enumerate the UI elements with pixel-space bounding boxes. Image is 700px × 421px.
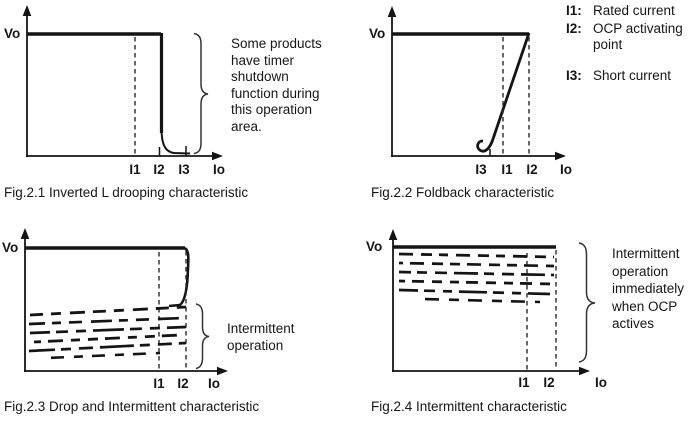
fig21-drop-tail — [160, 127, 191, 155]
fig21-tick-label-i3: I3 — [178, 162, 190, 177]
fig21-x-arrow-icon — [212, 151, 223, 161]
fig21-annotation: Some products have timer shutdown functi… — [231, 36, 322, 134]
fig23-plot — [20, 228, 228, 376]
legend-text-i1: Rated current — [593, 3, 675, 18]
fig22-x-axis-label: Io — [560, 162, 572, 177]
fig24-plot — [388, 229, 596, 376]
fig23-brace — [195, 303, 210, 370]
fig23-intermittent-band — [28, 305, 187, 360]
fig22-x-arrow-icon — [555, 151, 566, 161]
fig23-caption: Fig.2.3 Drop and Intermittent characteri… — [4, 399, 260, 414]
fig21-tick-label-i2: I2 — [153, 162, 165, 177]
fig22-tick-label-i3: I3 — [475, 162, 487, 177]
fig24-tick-label-i2: I2 — [543, 375, 555, 390]
fig24-x-axis-label: Io — [595, 375, 607, 390]
fig22-plot — [387, 6, 566, 161]
fig21-plot — [22, 5, 223, 161]
fig21-caption: Fig.2.1 Inverted L drooping characterist… — [4, 185, 249, 200]
legend-item-i2: I2: OCP activating point — [566, 21, 683, 53]
fig24-y-arrow-icon — [388, 229, 398, 240]
legend-item-i1: I1: Rated current — [566, 3, 675, 19]
fig23-drop-curve — [168, 246, 190, 308]
fig21-y-arrow-icon — [22, 5, 32, 16]
fig23-y-axis-label: Vo — [2, 240, 19, 255]
legend-text-i3: Short current — [593, 68, 672, 83]
fig22-tick-label-i2: I2 — [526, 162, 538, 177]
fig21-x-axis-label: Io — [213, 162, 225, 177]
fig23-x-arrow-icon — [217, 366, 228, 376]
fig24-brace — [578, 242, 596, 363]
legend-label-i1: I1: — [566, 3, 582, 18]
legend-text-i2: OCP activating point — [593, 21, 683, 52]
fig24-caption: Fig.2.4 Intermittent characteristic — [371, 399, 567, 414]
fig23-tick-label-i2: I2 — [177, 376, 189, 391]
fig23-x-axis-label: Io — [208, 376, 220, 391]
fig21-tick-label-i1: I1 — [129, 162, 141, 177]
fig24-y-axis-label: Vo — [366, 239, 383, 254]
fig22-y-axis-label: Vo — [369, 26, 386, 41]
fig21-y-axis-label: Vo — [4, 26, 21, 41]
fig24-tick-label-i1: I1 — [518, 375, 530, 390]
legend-label-i2: I2: — [566, 21, 582, 36]
fig23-tick-label-i1: I1 — [153, 376, 165, 391]
fig22-tick-label-i1: I1 — [501, 162, 513, 177]
fig21-brace — [193, 32, 209, 155]
fig22-foldback-curve — [476, 32, 531, 153]
fig22-caption: Fig.2.2 Foldback characteristic — [371, 185, 555, 200]
fig24-x-arrow-icon — [579, 366, 590, 376]
fig22-y-arrow-icon — [387, 6, 397, 17]
fig23-y-arrow-icon — [20, 228, 30, 239]
fig24-annotation: Intermittent operation immediately when … — [612, 246, 685, 331]
legend-label-i3: I3: — [566, 68, 582, 83]
fig24-intermittent-band — [398, 252, 555, 304]
fig23-annotation: Intermittent operation — [227, 321, 295, 353]
legend-item-i3: I3: Short current — [566, 68, 671, 84]
